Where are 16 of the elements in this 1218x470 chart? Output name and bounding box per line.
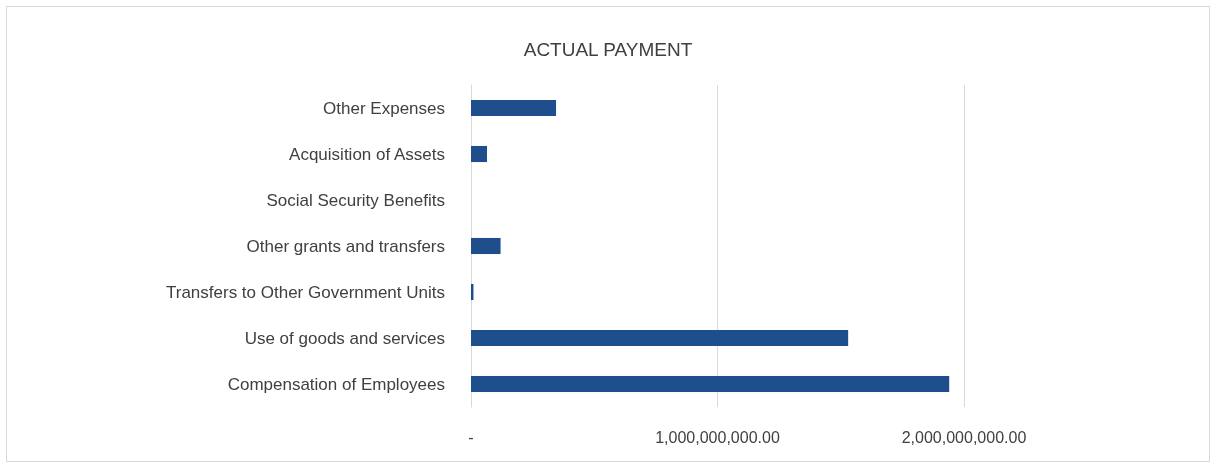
y-tick-label: Other Expenses	[323, 98, 445, 118]
y-tick-label: Compensation of Employees	[227, 374, 445, 394]
y-tick-label: Transfers to Other Government Units	[165, 282, 445, 302]
y-tick-label: Social Security Benefits	[266, 190, 445, 210]
x-tick-label: 1,000,000,000.00	[655, 428, 780, 446]
y-tick-label: Other grants and transfers	[246, 236, 445, 256]
y-tick-label: Use of goods and services	[244, 328, 445, 348]
x-tick-label: -	[468, 428, 474, 446]
chart-title: ACTUAL PAYMENT	[523, 39, 693, 60]
y-tick-label: Acquisition of Assets	[289, 144, 445, 164]
x-tick-label: 2,000,000,000.00	[901, 428, 1027, 446]
bar	[471, 329, 849, 347]
bar	[471, 145, 488, 163]
bar	[471, 99, 557, 117]
bar	[471, 237, 501, 255]
bar	[471, 375, 950, 393]
